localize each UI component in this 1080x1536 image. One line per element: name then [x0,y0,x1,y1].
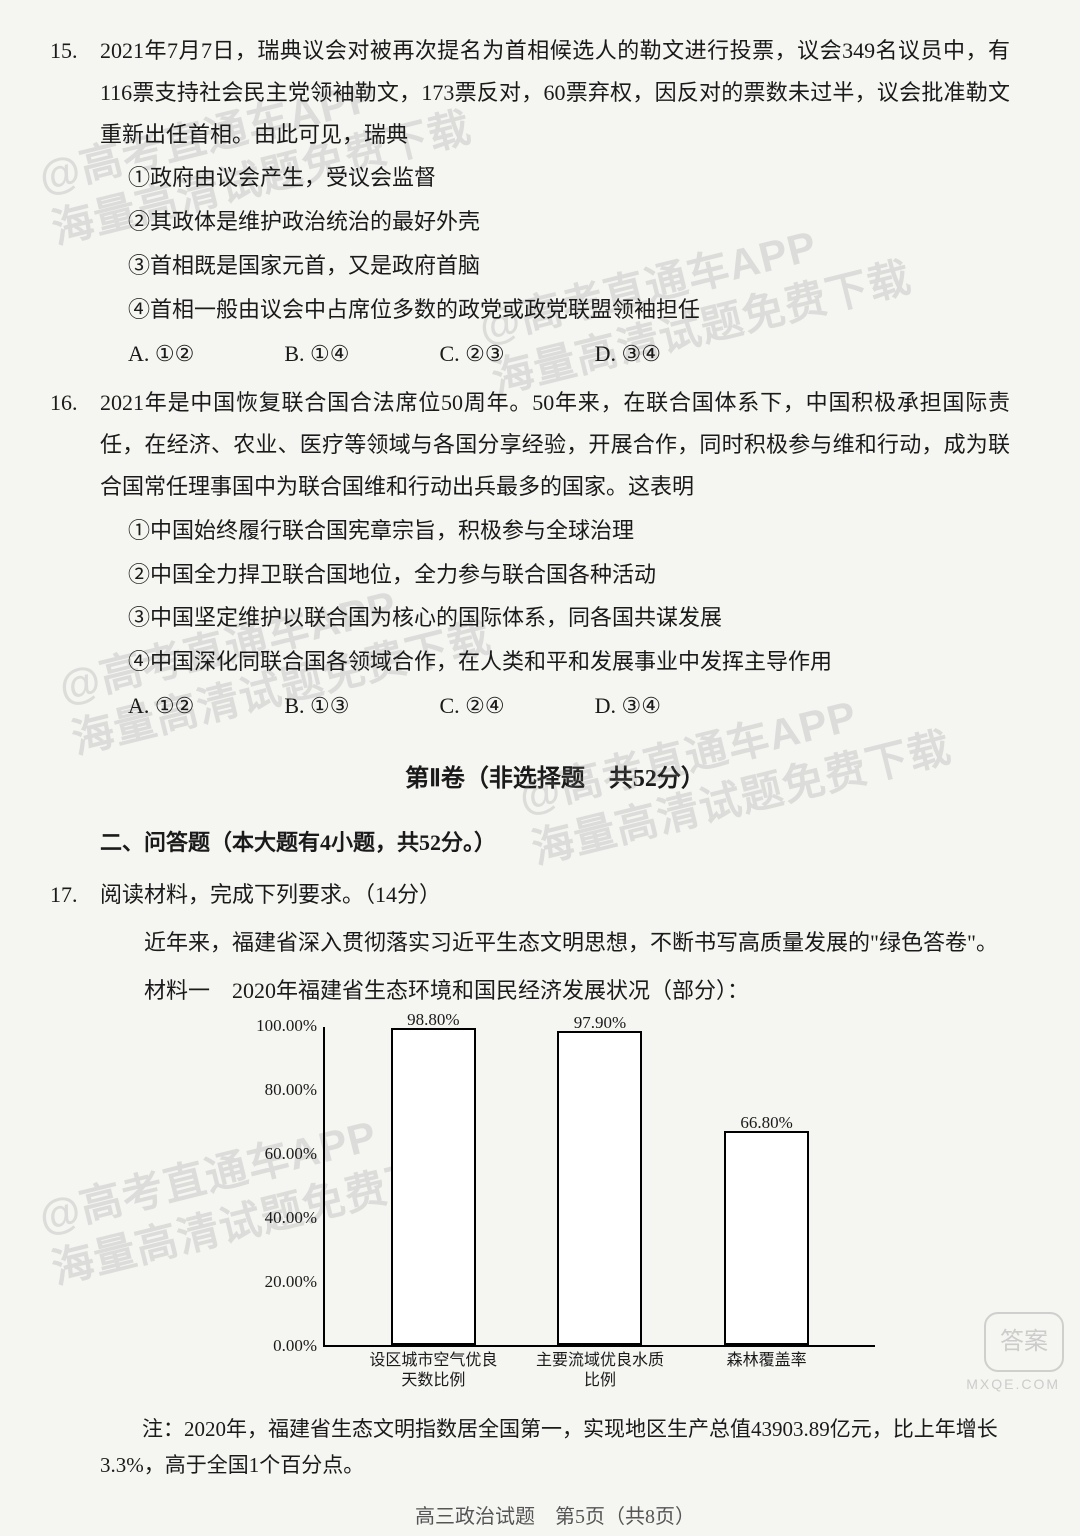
bar-value-label: 97.90% [574,1007,626,1039]
y-tick-label: 40.00% [265,1202,317,1234]
y-tick-label: 0.00% [273,1330,317,1362]
question-number: 16. [50,382,78,424]
question-intro: 阅读材料，完成下列要求。（14分） [100,874,1010,916]
question-16: 16. 2021年是中国恢复联合国合法席位50周年。50年来，在联合国体系下，中… [100,382,1010,726]
choice-row: A. ①② B. ①③ C. ②④ D. ③④ [100,685,1010,727]
answer-badge: 答案 [984,1312,1064,1372]
chart-bar: 97.90% [557,1031,642,1344]
question-option: ④中国深化同联合国各领域合作，在人类和平和发展事业中发挥主导作用 [100,641,1010,683]
question-option: ②其政体是维护政治统治的最好外壳 [100,201,1010,243]
question-option: ③中国坚定维护以联合国为核心的国际体系，同各国共谋发展 [100,597,1010,639]
chart-bar: 66.80% [724,1131,809,1345]
sub-heading: 二、问答题（本大题有4小题，共52分。） [100,822,1010,864]
y-tick-label: 20.00% [265,1266,317,1298]
question-stem: 2021年7月7日，瑞典议会对被再次提名为首相候选人的勒文进行投票，议会349名… [100,30,1010,155]
question-17: 17. 阅读材料，完成下列要求。（14分） 近年来，福建省深入贯彻落实习近平生态… [100,874,1010,1011]
question-option: ④首相一般由议会中占席位多数的政党或政党联盟领袖担任 [100,289,1010,331]
question-number: 15. [50,30,78,72]
chart-bar: 98.80% [391,1028,476,1344]
question-option: ①政府由议会产生，受议会监督 [100,157,1010,199]
choice-c: C. ②③ [439,333,504,375]
choice-a: A. ①② [128,333,194,375]
bar-value-label: 66.80% [740,1107,792,1139]
question-paragraph: 材料一 2020年福建省生态环境和国民经济发展状况（部分）： [100,970,1010,1012]
x-category-label: 森林覆盖率 [697,1351,837,1393]
y-tick-label: 60.00% [265,1138,317,1170]
choice-row: A. ①② B. ①④ C. ②③ D. ③④ [100,333,1010,375]
site-watermark: MXQE.COM [966,1371,1060,1398]
chart-note: 注：2020年，福建省生态文明指数居全国第一，实现地区生产总值43903.89亿… [100,1412,1010,1483]
question-option: ③首相既是国家元首，又是政府首脑 [100,245,1010,287]
bar-chart: 0.00%20.00%40.00%60.00%80.00%100.00% 98.… [235,1027,875,1393]
choice-a: A. ①② [128,685,194,727]
choice-d: D. ③④ [595,333,661,375]
page-footer: 高三政治试题 第5页（共8页） [100,1498,1010,1536]
choice-c: C. ②④ [439,685,504,727]
chart-y-axis: 0.00%20.00%40.00%60.00%80.00%100.00% [235,1027,325,1347]
question-option: ②中国全力捍卫联合国地位，全力参与联合国各种活动 [100,554,1010,596]
x-category-label: 设区城市空气优良天数比例 [363,1351,503,1393]
choice-d: D. ③④ [595,685,661,727]
section-title: 第Ⅱ卷（非选择题 共52分） [100,757,1010,803]
y-tick-label: 100.00% [256,1010,317,1042]
question-number: 17. [50,874,78,916]
choice-b: B. ①④ [284,333,349,375]
y-tick-label: 80.00% [265,1074,317,1106]
choice-b: B. ①③ [284,685,349,727]
question-15: 15. 2021年7月7日，瑞典议会对被再次提名为首相候选人的勒文进行投票，议会… [100,30,1010,374]
question-option: ①中国始终履行联合国宪章宗旨，积极参与全球治理 [100,510,1010,552]
bar-value-label: 98.80% [407,1004,459,1036]
chart-plot: 98.80% 97.90% 66.80% [325,1027,875,1347]
chart-x-labels: 设区城市空气优良天数比例主要流域优良水质比例森林覆盖率 [235,1347,875,1393]
question-paragraph: 近年来，福建省深入贯彻落实习近平生态文明思想，不断书写高质量发展的"绿色答卷"。 [100,922,1010,964]
question-stem: 2021年是中国恢复联合国合法席位50周年。50年来，在联合国体系下，中国积极承… [100,382,1010,507]
x-category-label: 主要流域优良水质比例 [530,1351,670,1393]
